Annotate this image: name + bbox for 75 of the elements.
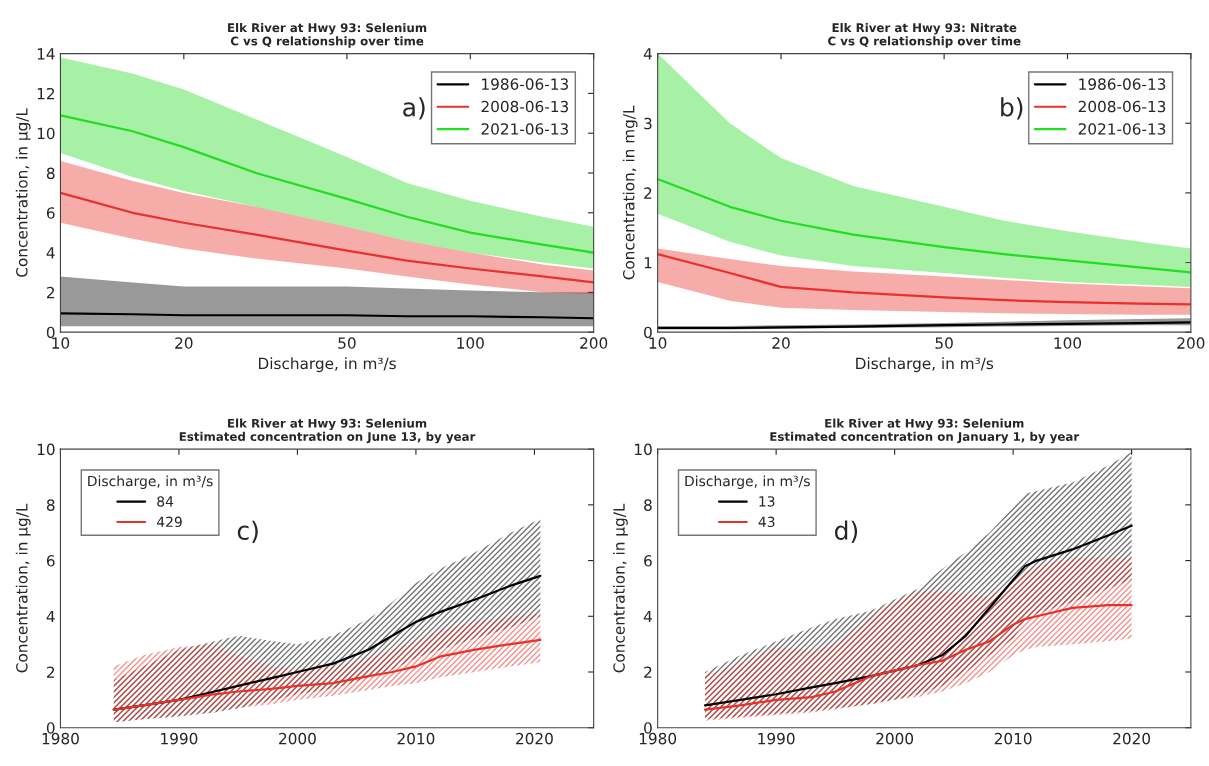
chart-title: Elk River at Hwy 93: Nitrate xyxy=(832,23,1017,35)
x-tick-label: 2010 xyxy=(994,732,1032,745)
x-tick-label: 2000 xyxy=(876,732,914,745)
x-tick-label: 2010 xyxy=(397,732,435,745)
y-tick-label: 2 xyxy=(46,286,55,299)
legend-label: 1986-06-13 xyxy=(482,78,568,90)
x-tick-label: 50 xyxy=(935,337,953,349)
legend-label: 2008-06-13 xyxy=(481,100,568,113)
chart-title: Elk River at Hwy 93: Selenium xyxy=(825,418,1024,431)
legend-label: 429 xyxy=(156,516,182,528)
legend-label: 2021-06-13 xyxy=(481,123,568,135)
x-tick-label: 20 xyxy=(175,337,193,349)
legend-label: 2021-06-13 xyxy=(1078,123,1166,135)
y-tick-label: 3 xyxy=(644,117,652,130)
x-tick-label: 200 xyxy=(1177,337,1205,349)
y-tick-label: 12 xyxy=(37,87,55,100)
x-tick-label: 1990 xyxy=(758,732,795,745)
y-tick-label: 0 xyxy=(644,326,652,339)
y-axis-title: Concentration, in mg/L xyxy=(622,105,638,280)
legend-label: 1986-06-13 xyxy=(1079,78,1166,90)
x-tick-label: 100 xyxy=(1054,337,1082,349)
y-tick-label: 2 xyxy=(644,187,652,199)
x-tick-label: 20 xyxy=(772,337,790,349)
x-tick-label: 100 xyxy=(457,337,484,349)
legend-label: 43 xyxy=(758,516,775,528)
y-tick-label: 4 xyxy=(643,48,652,60)
y-tick-label: 0 xyxy=(46,722,55,734)
y-tick-label: 0 xyxy=(644,722,652,734)
line-series xyxy=(112,638,542,711)
y-tick-label: 8 xyxy=(46,499,55,511)
y-tick-label: 6 xyxy=(644,555,652,567)
y-tick-label: 10 xyxy=(37,443,55,456)
y-tick-label: 2 xyxy=(46,666,55,678)
y-tick-label: 4 xyxy=(46,247,55,259)
x-axis-title: Discharge, in m³/s xyxy=(856,357,994,373)
y-tick-label: 4 xyxy=(643,610,652,623)
x-tick-label: 2000 xyxy=(279,732,316,745)
x-tick-label: 2020 xyxy=(516,732,553,745)
legend-label: 2008-06-13 xyxy=(1078,100,1166,113)
y-tick-label: 10 xyxy=(37,127,55,140)
y-axis-title: Concentration, in µg/L xyxy=(613,503,628,673)
legend-label: 84 xyxy=(157,496,174,507)
y-tick-label: 6 xyxy=(46,555,55,567)
x-tick-label: 50 xyxy=(338,337,356,349)
y-axis-title: Concentration, in µg/L xyxy=(15,503,31,673)
chart-subtitle: Estimated concentration on January 1, by year xyxy=(770,431,1080,444)
chart-subtitle: C vs Q relationship over time xyxy=(828,36,1021,48)
x-tick-label: 1980 xyxy=(42,732,79,745)
y-tick-label: 8 xyxy=(644,499,652,511)
y-tick-label: 8 xyxy=(46,167,55,180)
chart-subtitle: Estimated concentration on June 13, by year xyxy=(179,431,476,444)
chart-subtitle: C vs Q relationship over time xyxy=(230,36,424,48)
annotation: a) xyxy=(403,97,425,120)
annotation: d) xyxy=(834,520,858,543)
annotation: b) xyxy=(1001,97,1023,120)
y-tick-label: 1 xyxy=(644,257,652,269)
chart-title: Elk River at Hwy 93: Selenium xyxy=(228,23,427,35)
chart-title: Elk River at Hwy 93: Selenium xyxy=(228,418,427,431)
line-series xyxy=(703,604,1133,711)
legend-label: 13 xyxy=(759,496,775,507)
x-tick-label: 200 xyxy=(580,337,608,349)
legend-title: Discharge, in m³/s xyxy=(685,475,810,489)
annotation: c) xyxy=(237,520,258,543)
x-tick-label: 1980 xyxy=(639,732,677,745)
y-tick-label: 14 xyxy=(37,48,55,60)
y-tick-label: 4 xyxy=(46,610,55,623)
x-tick-label: 1990 xyxy=(161,732,198,745)
y-tick-label: 0 xyxy=(46,326,55,339)
y-tick-label: 6 xyxy=(46,207,55,219)
x-tick-label: 2020 xyxy=(1113,732,1151,745)
legend-title: Discharge, in m³/s xyxy=(88,475,213,489)
y-axis-title: Concentration, in µg/L xyxy=(15,108,31,277)
x-axis-title: Discharge, in m³/s xyxy=(258,357,396,373)
y-tick-label: 10 xyxy=(635,443,652,456)
y-tick-label: 2 xyxy=(644,666,652,678)
